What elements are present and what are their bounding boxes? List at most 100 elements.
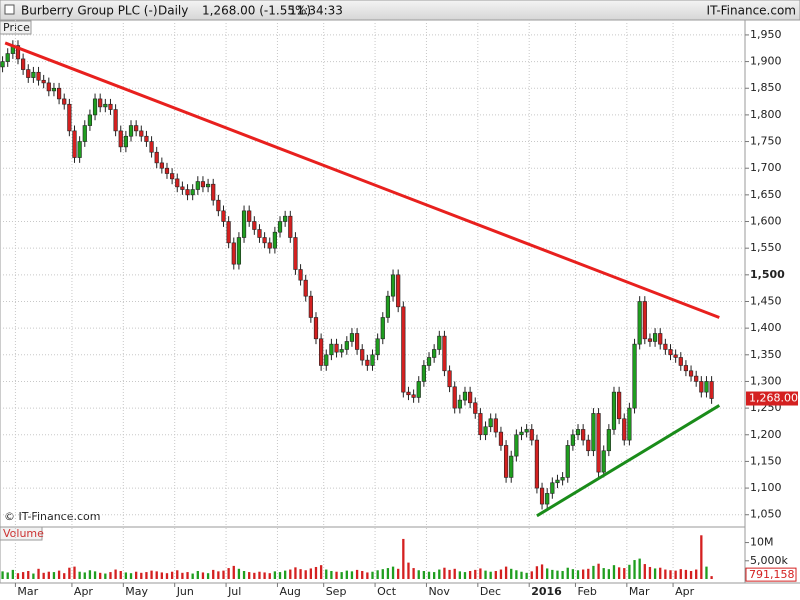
candle-body: [205, 183, 211, 188]
candle-body: [493, 418, 498, 433]
candle-body: [236, 237, 242, 265]
candle-body: [617, 391, 622, 420]
candle-body: [241, 210, 247, 238]
candle-body: [416, 381, 421, 398]
candle-body: [581, 429, 586, 441]
candle-body: [272, 231, 277, 249]
candle-body: [211, 183, 216, 201]
candle-body: [683, 365, 689, 372]
candle-body: [658, 333, 663, 345]
candle-body: [411, 394, 416, 398]
candle-body: [365, 359, 370, 366]
y-tick-label: 1,200: [750, 428, 782, 441]
header-icon: [4, 4, 15, 15]
candle-body: [380, 317, 385, 340]
y-tick-label: 1,100: [750, 481, 782, 494]
candle-body: [586, 439, 591, 452]
candle-body: [401, 306, 406, 393]
candle-body: [627, 407, 632, 441]
x-tick-label: 2016: [531, 585, 562, 598]
candle-body: [252, 221, 257, 230]
candle-body: [5, 53, 10, 62]
candle-body: [288, 215, 293, 238]
price-panel: [0, 19, 746, 528]
volume-tick-label: 5,000k: [750, 554, 788, 567]
y-tick-label: 1,700: [750, 161, 782, 174]
candle-body: [334, 343, 339, 353]
quote: 1,268.00 (-1.55%): [202, 4, 311, 18]
candle-body: [437, 335, 442, 350]
candle-body: [570, 434, 575, 446]
x-tick-label: Apr: [675, 585, 695, 598]
candle-body: [293, 237, 298, 270]
y-tick-label: 1,300: [750, 374, 782, 387]
candle-body: [134, 125, 139, 132]
last-price-box: [746, 391, 798, 406]
candle-body: [622, 418, 627, 441]
price-label: Price: [3, 21, 30, 34]
candle-body: [611, 391, 617, 430]
candle-body: [67, 103, 72, 132]
candle-body: [360, 349, 365, 361]
chart-title: Burberry Group PLC (-): [21, 4, 158, 18]
candle-body: [406, 391, 411, 396]
candle-body: [539, 487, 545, 505]
candle-body: [31, 71, 36, 78]
y-tick-label: 1,850: [750, 81, 782, 94]
candle-body: [673, 354, 678, 358]
candle-body: [468, 391, 473, 404]
candle-body: [329, 343, 334, 356]
candle-body: [26, 69, 31, 78]
candle-body: [709, 381, 714, 399]
candle-body: [560, 477, 565, 481]
volume-label: Volume: [3, 527, 44, 540]
candle-body: [447, 370, 452, 388]
y-tick-label: 1,350: [750, 348, 782, 361]
candle-body: [601, 450, 606, 473]
candle-body: [72, 130, 77, 158]
candle-body: [642, 301, 647, 340]
candle-body: [257, 229, 262, 238]
candle-body: [267, 242, 272, 249]
candle-body: [108, 103, 113, 110]
candle-body: [668, 349, 673, 356]
candle-body: [550, 482, 555, 494]
candle-body: [385, 295, 391, 318]
last-volume-label: 791,158: [749, 568, 795, 581]
candle-body: [426, 357, 432, 366]
trendline: [536, 404, 721, 518]
candle-body: [555, 479, 560, 484]
candle-body: [98, 98, 103, 108]
copyright: © IT-Finance.com: [4, 510, 101, 523]
x-tick-label: Feb: [577, 585, 596, 598]
last-price-label: 1,268.00: [749, 392, 798, 405]
candle-body: [375, 338, 380, 356]
x-tick-label: Mar: [17, 585, 38, 598]
y-tick-label: 1,750: [750, 135, 782, 148]
candle-body: [308, 295, 313, 318]
candle-body: [277, 221, 283, 233]
y-tick-label: 1,500: [750, 268, 785, 281]
candle-body: [180, 186, 185, 190]
candle-body: [313, 317, 319, 340]
candle-body: [226, 221, 231, 244]
candle-body: [704, 381, 709, 393]
candle-body: [339, 349, 344, 353]
candle-body: [354, 333, 360, 350]
candle-body: [663, 343, 668, 350]
candle-body: [370, 354, 375, 366]
y-tick-label: 1,600: [750, 215, 782, 228]
candle-body: [545, 493, 550, 505]
candle-body: [652, 333, 658, 342]
candle-body: [231, 242, 236, 265]
candle-body: [488, 418, 493, 428]
candle-body: [519, 431, 524, 436]
x-tick-label: Oct: [377, 585, 397, 598]
candle-body: [154, 151, 159, 164]
candle-body: [298, 269, 303, 281]
candle-body: [87, 114, 93, 126]
candle-body: [36, 71, 41, 81]
candle-body: [195, 181, 200, 190]
candle-body: [524, 429, 529, 433]
